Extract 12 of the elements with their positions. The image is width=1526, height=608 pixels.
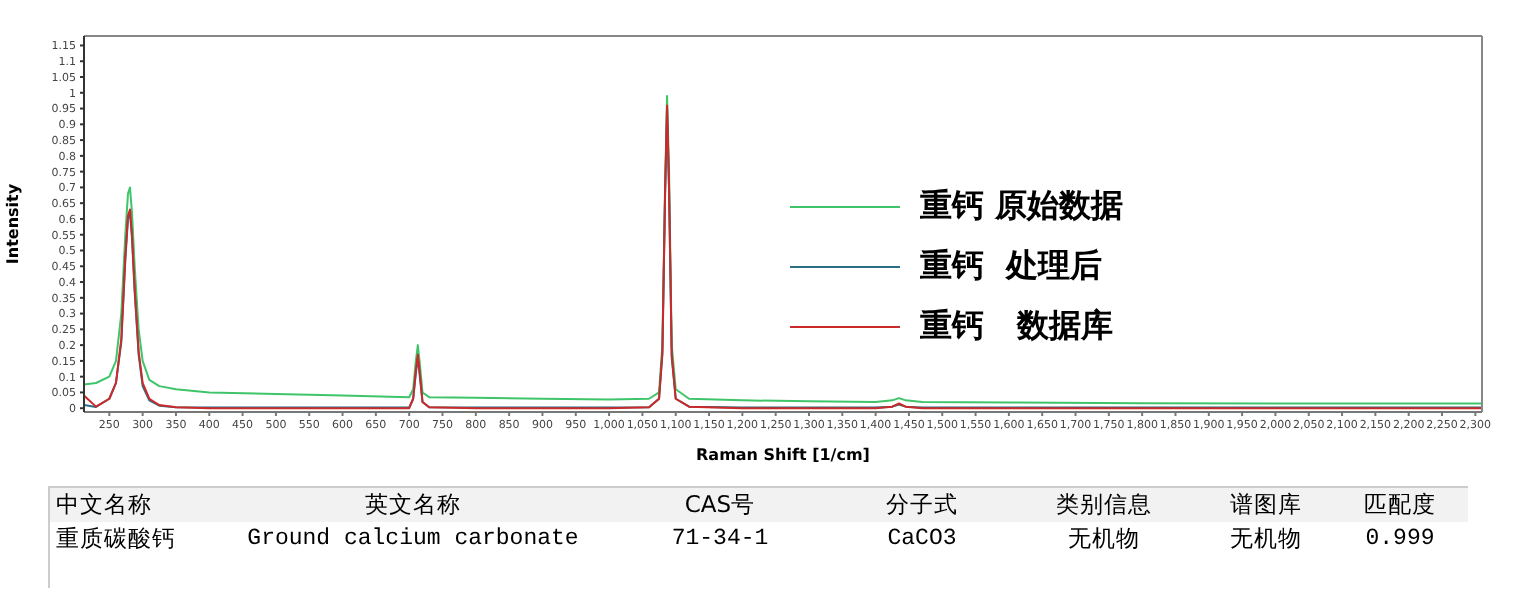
text: 无机物 [1066,525,1142,556]
legend-label: 重钙 处理后 [920,245,1103,287]
text: 0.999 [1363,524,1437,556]
text: CaCO3 [885,524,959,556]
y-axis-title: Intensity [3,182,22,265]
legend-label: 重钙 数据库 [920,305,1114,347]
x-axis-title: Raman Shift [1/cm] [696,446,870,464]
text: 71-34-1 [669,524,771,556]
text: 重质碳酸钙 [54,522,178,556]
text: 无机物 [1228,525,1304,556]
text: Ground calcium carbonate [245,524,581,556]
legend-label: 重钙 原始数据 [920,185,1124,227]
